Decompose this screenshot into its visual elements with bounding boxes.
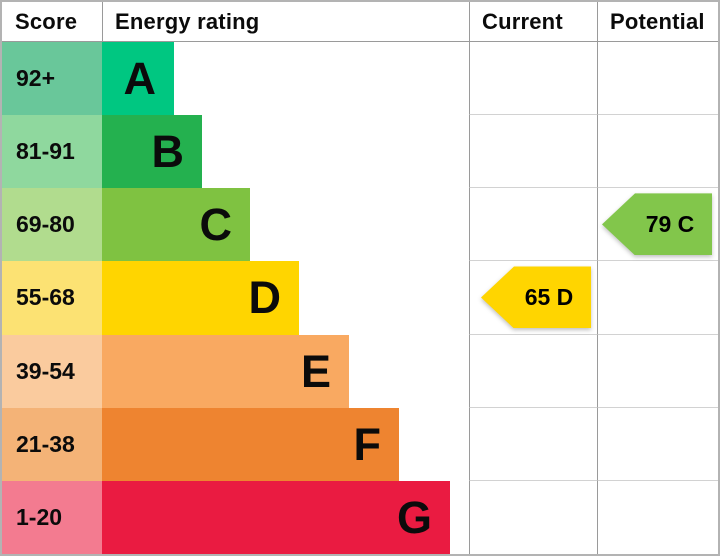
band-row-G: 1-20 G [2,480,718,554]
header-energy-rating-label: Energy rating [115,8,260,34]
score-cell-B: 81-91 [2,115,102,189]
current-cell-D: 65 D [469,261,597,335]
current-cell-F [469,407,597,481]
potential-cell-A [597,42,718,116]
potential-cell-B [597,115,718,189]
current-rating-arrow-label: 65 D [524,283,574,310]
current-cell-E [469,334,597,408]
bar-zone-A: A [102,42,469,116]
band-letter-A: A [123,53,157,105]
score-range-label: 21-38 [16,430,75,457]
current-cell-C [469,188,597,262]
band-row-F: 21-38 F [2,407,718,481]
band-rows: 92+ A 81-91 B 69-80 C 79 C 55-68 D 65 D 39-54 E 21-3… [2,42,718,554]
potential-rating-arrow: 79 C [602,193,712,256]
score-range-label: 81-91 [16,138,75,165]
band-letter-E: E [300,345,331,397]
potential-cell-E [597,334,718,408]
current-rating-arrow-shape: 65 D [481,266,591,329]
bar-zone-C: C [102,188,469,262]
band-bar-C: C [102,188,250,262]
bar-zone-F: F [102,407,469,481]
score-cell-D: 55-68 [2,261,102,335]
header-score: Score [2,2,102,41]
header-energy-rating: Energy rating [102,2,469,41]
potential-cell-D [597,261,718,335]
score-range-label: 69-80 [16,211,75,238]
current-rating-arrow: 65 D [481,266,591,329]
current-cell-G [469,480,597,554]
band-letter-B: B [151,126,185,178]
band-bar-B: B [102,115,202,189]
header-current-label: Current [482,8,563,34]
band-row-D: 55-68 D 65 D [2,261,718,335]
score-range-label: 39-54 [16,357,75,384]
current-cell-A [469,42,597,116]
potential-cell-C: 79 C [597,188,718,262]
header-row: Score Energy rating Current Potential [2,2,718,42]
score-range-label: 55-68 [16,284,75,311]
score-cell-A: 92+ [2,42,102,116]
band-bar-D: D [102,261,299,335]
band-row-B: 81-91 B [2,115,718,189]
current-cell-B [469,115,597,189]
header-potential: Potential [597,2,718,41]
band-bar-E: E [102,334,349,408]
band-letter-G: G [396,491,432,543]
potential-cell-G [597,480,718,554]
bar-zone-G: G [102,480,469,554]
score-range-label: 1-20 [16,503,63,530]
band-row-E: 39-54 E [2,334,718,408]
band-bar-G: G [102,480,450,554]
bar-zone-E: E [102,334,469,408]
score-range-label: 92+ [16,65,56,92]
band-letter-C: C [199,199,233,251]
band-row-C: 69-80 C 79 C [2,188,718,262]
score-cell-F: 21-38 [2,407,102,481]
band-row-A: 92+ A [2,42,718,116]
band-letter-D: D [248,272,282,324]
score-cell-G: 1-20 [2,480,102,554]
band-bar-A: A [102,42,174,116]
potential-cell-F [597,407,718,481]
bar-zone-B: B [102,115,469,189]
score-cell-C: 69-80 [2,188,102,262]
band-bar-F: F [102,407,399,481]
header-potential-label: Potential [610,8,705,34]
bar-zone-D: D [102,261,469,335]
potential-rating-arrow-label: 79 C [645,210,695,237]
potential-rating-arrow-shape: 79 C [602,193,712,256]
score-cell-E: 39-54 [2,334,102,408]
band-letter-F: F [353,418,382,470]
header-current: Current [469,2,597,41]
header-score-label: Score [15,8,78,34]
